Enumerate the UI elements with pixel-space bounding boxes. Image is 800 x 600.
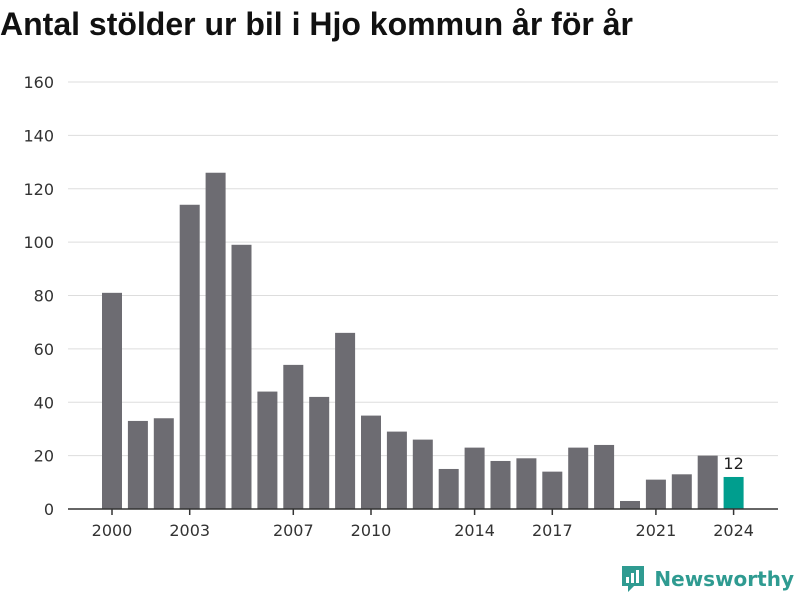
x-tick-label: 2010: [351, 521, 392, 540]
axes: 0 20 40 60 80 100 120 140 160 2000 2003 2007 2010 201…: [23, 73, 778, 540]
y-tick-label: 20: [34, 447, 54, 466]
bar: [620, 500, 640, 509]
y-tick-label: 80: [34, 287, 54, 306]
y-tick-label: 120: [23, 180, 54, 199]
bar: [231, 244, 252, 509]
bar: [645, 479, 666, 509]
x-tick-label: 2024: [713, 521, 754, 540]
bar: [490, 460, 511, 509]
bar: [386, 431, 407, 509]
bar: [127, 420, 148, 509]
brand-logo: Newsworthy: [620, 564, 794, 594]
bar: [412, 439, 433, 509]
bars: [102, 172, 744, 510]
bar: [102, 292, 122, 509]
y-tick-label: 140: [23, 126, 54, 145]
data-labels: 12: [723, 454, 743, 473]
bar: [438, 468, 459, 509]
bar: [697, 455, 718, 509]
x-tick-label: 2017: [532, 521, 573, 540]
y-tick-label: 160: [23, 73, 54, 92]
y-tick-label: 60: [34, 340, 54, 359]
bar: [464, 447, 485, 509]
bar-highlight: [723, 476, 744, 509]
bar: [309, 396, 330, 509]
x-tick-label: 2021: [636, 521, 677, 540]
y-tick-label: 40: [34, 393, 54, 412]
bar: [568, 447, 589, 509]
gridlines: [68, 81, 778, 457]
bar: [671, 474, 692, 509]
x-tick-label: 2000: [92, 521, 133, 540]
y-tick-label: 100: [23, 233, 54, 252]
bar: [594, 444, 615, 509]
bar: [361, 415, 381, 509]
bar: [205, 172, 226, 510]
x-tick-label: 2014: [454, 521, 495, 540]
x-tick-label: 2007: [273, 521, 314, 540]
bar: [257, 391, 278, 509]
data-label: 12: [723, 454, 743, 473]
x-tick-label: 2003: [169, 521, 210, 540]
newsworthy-logo-icon: [622, 566, 645, 592]
bar: [283, 364, 304, 509]
bar: [542, 471, 563, 509]
bar: [179, 204, 200, 509]
y-tick-label: 0: [44, 500, 54, 519]
bar: [516, 458, 537, 509]
brand-name: Newsworthy: [654, 567, 794, 591]
bar: [335, 332, 356, 509]
chart-title: Antal stölder ur bil i Hjo kommun år för…: [0, 6, 633, 42]
bar: [153, 418, 174, 509]
